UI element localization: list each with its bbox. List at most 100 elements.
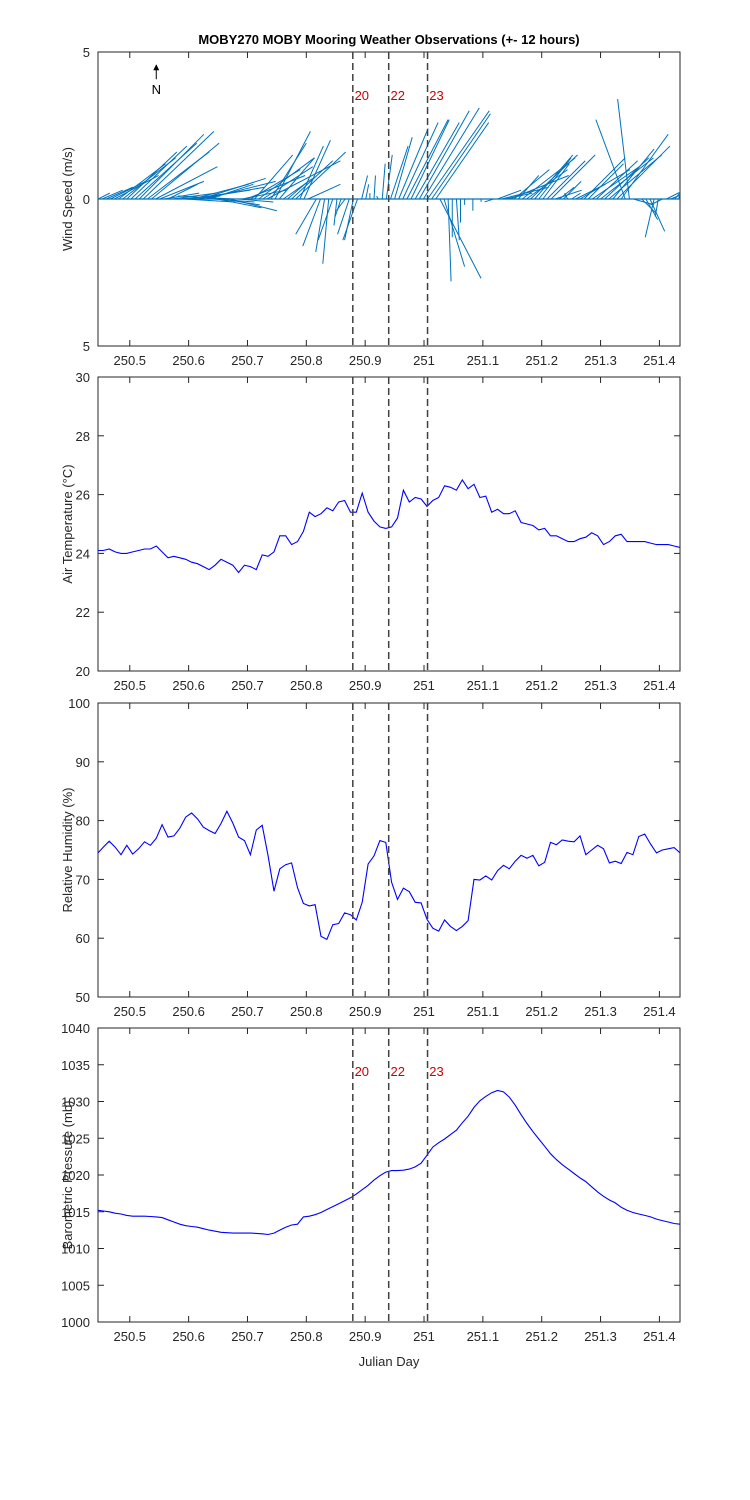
x-tick-label: 250.5: [114, 678, 147, 693]
x-tick-label: 251.3: [584, 1004, 617, 1019]
y-tick-label: 28: [76, 429, 90, 444]
y-axis-label: Wind Speed (m/s): [60, 147, 75, 251]
panel-3: 250.5 250.6 250.7 250.8 250.9 251 251.1 251.2 25…: [60, 696, 681, 1019]
wind-stick: [394, 137, 413, 200]
wind-stick: [666, 191, 680, 200]
wind-stick: [427, 110, 490, 200]
x-tick-label: 251.1: [467, 678, 500, 693]
wind-stick: [596, 160, 638, 200]
wind-stick: [650, 198, 663, 206]
wind-stick: [278, 157, 315, 200]
y-tick-label: 1000: [61, 1315, 90, 1330]
x-tick-label: 250.6: [172, 1004, 205, 1019]
x-tick-label: 251.4: [643, 1004, 676, 1019]
wind-stick: [178, 195, 234, 200]
wind-stick: [620, 134, 669, 200]
wind-stick: [142, 131, 215, 200]
x-tick-label: 251.3: [584, 678, 617, 693]
y-tick-label: 0: [83, 192, 90, 207]
wind-stick: [295, 151, 347, 200]
event-marker-label: 22: [390, 88, 404, 103]
wind-stick: [238, 198, 274, 203]
wind-stick: [389, 145, 409, 200]
wind-stick: [587, 163, 624, 200]
x-tick-label: 250.6: [172, 353, 205, 368]
wind-stick: [167, 183, 198, 200]
wind-stick: [307, 183, 341, 200]
panel-4: 250.5 250.6 250.7 250.8 250.9 251 251.1 251.2 25…: [60, 1021, 681, 1344]
wind-stick: [546, 160, 586, 200]
wind-stick: [455, 198, 460, 241]
wind-stick: [381, 163, 386, 200]
wind-stick: [295, 198, 317, 235]
wind-stick: [678, 189, 680, 200]
event-marker-label: 20: [355, 88, 369, 103]
x-tick-label: 250.5: [114, 353, 147, 368]
y-axis-label: Barometric Pressure (mb): [60, 1101, 75, 1250]
wind-stick: [184, 198, 235, 203]
wind-stick: [550, 154, 596, 200]
x-tick-label: 250.9: [349, 678, 382, 693]
wind-stick: [302, 198, 321, 247]
x-tick-label: 251.1: [467, 1004, 500, 1019]
wind-stick: [365, 184, 370, 200]
x-tick-label: 251: [413, 678, 435, 693]
wind-stick: [616, 145, 671, 200]
wind-stick: [431, 113, 491, 200]
x-tick-label: 250.7: [231, 678, 264, 693]
wind-stick: [361, 175, 369, 200]
wind-stick: [342, 198, 358, 241]
wind-stick: [134, 142, 198, 200]
wind-stick: [130, 145, 188, 200]
wind-stick: [344, 198, 354, 241]
wind-stick: [612, 148, 655, 200]
wind-stick: [422, 107, 480, 200]
wind-stick: [571, 192, 581, 200]
x-tick-label: 250.9: [349, 353, 382, 368]
x-axis-label: Julian Day: [359, 1354, 420, 1369]
wind-stick: [333, 198, 338, 226]
wind-stick: [402, 122, 439, 200]
x-tick-label: 250.5: [114, 1004, 147, 1019]
wind-stick: [229, 198, 277, 212]
wind-stick: [559, 186, 575, 200]
x-tick-label: 250.7: [231, 353, 264, 368]
wind-stick: [583, 157, 626, 200]
wind-stick: [633, 198, 655, 206]
x-tick-label: 251.4: [643, 353, 676, 368]
x-tick-label: 251.2: [525, 353, 558, 368]
wind-stick: [258, 157, 315, 200]
wind-stick: [497, 189, 522, 200]
x-tick-label: 250.6: [172, 678, 205, 693]
panel-1: 250.5 250.6 250.7 250.8 250.9 251 251.1 251.2 25…: [60, 45, 681, 368]
wind-stick: [126, 151, 178, 200]
wind-stick: [517, 175, 540, 200]
y-tick-label: 24: [76, 546, 90, 561]
data-line: [98, 478, 680, 574]
x-tick-label: 251.1: [467, 353, 500, 368]
wind-stick: [443, 198, 466, 267]
y-tick-label: 1010: [61, 1242, 90, 1257]
wind-stick: [322, 198, 330, 264]
wind-stick: [335, 198, 346, 212]
wind-stick: [484, 198, 494, 203]
x-tick-label: 251: [413, 353, 435, 368]
wind-stick: [534, 154, 574, 200]
wind-stick: [447, 198, 452, 282]
y-tick-label: 5: [83, 45, 90, 60]
wind-stick: [439, 198, 482, 279]
wind-stick: [654, 198, 659, 217]
y-tick-label: 1040: [61, 1021, 90, 1036]
x-tick-label: 250.8: [290, 353, 323, 368]
x-tick-label: 251: [413, 1329, 435, 1344]
wind-stick: [101, 189, 123, 200]
wind-stick: [564, 192, 569, 200]
wind-stick: [509, 175, 569, 200]
y-tick-label: 70: [76, 872, 90, 887]
wind-stick: [200, 177, 266, 200]
x-tick-label: 251.2: [525, 1004, 558, 1019]
x-tick-label: 250.5: [114, 1329, 147, 1344]
x-tick-label: 250.7: [231, 1329, 264, 1344]
wind-stick: [315, 198, 326, 253]
wind-stick: [287, 180, 309, 200]
